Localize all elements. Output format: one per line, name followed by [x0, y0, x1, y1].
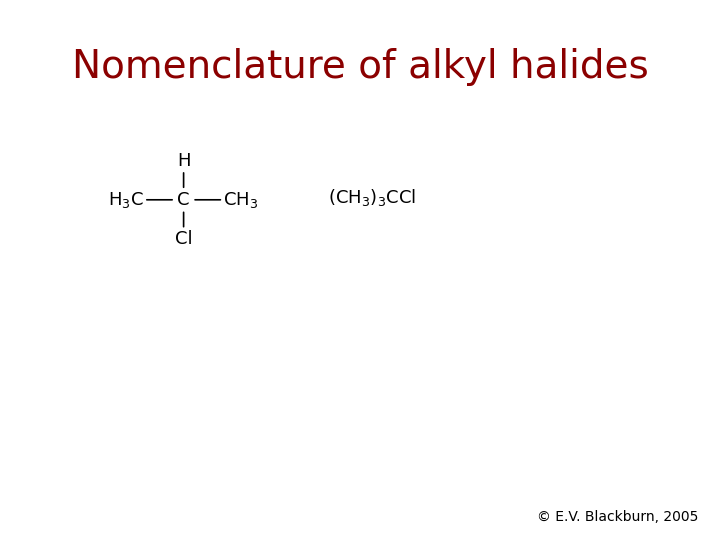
- Text: Cl: Cl: [175, 230, 192, 247]
- Text: CH$_3$: CH$_3$: [223, 190, 258, 210]
- Text: (CH$_3$)$_3$CCl: (CH$_3$)$_3$CCl: [328, 187, 415, 207]
- Text: H: H: [177, 152, 190, 170]
- Text: © E.V. Blackburn, 2005: © E.V. Blackburn, 2005: [537, 510, 698, 524]
- Text: C: C: [177, 191, 190, 209]
- Text: H$_3$C: H$_3$C: [108, 190, 144, 210]
- Text: Nomenclature of alkyl halides: Nomenclature of alkyl halides: [71, 49, 649, 86]
